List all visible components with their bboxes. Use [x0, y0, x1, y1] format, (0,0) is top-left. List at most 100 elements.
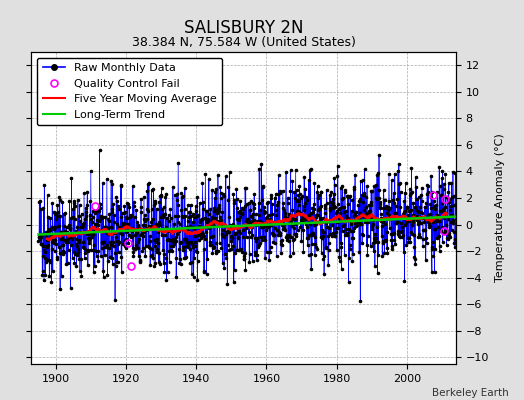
Point: [125, 204, 134, 210]
Point: [159, 246, 167, 253]
Point: [194, 230, 203, 236]
Point: [335, 215, 344, 221]
Point: [408, 231, 416, 237]
Point: [354, 219, 363, 226]
Point: [360, 206, 368, 213]
Point: [382, 203, 390, 210]
Point: [389, 214, 398, 220]
Point: [428, 268, 436, 275]
Point: [367, 243, 375, 250]
Point: [88, 234, 96, 240]
Point: [348, 228, 357, 235]
Point: [164, 236, 172, 242]
Point: [287, 223, 296, 229]
Point: [39, 247, 48, 253]
Point: [309, 230, 318, 236]
Point: [252, 221, 260, 228]
Point: [418, 185, 426, 192]
Point: [413, 217, 421, 224]
Point: [353, 219, 361, 226]
Point: [286, 216, 294, 222]
Point: [388, 177, 396, 184]
Point: [161, 194, 169, 200]
Point: [385, 171, 393, 177]
Point: [293, 227, 302, 234]
Point: [390, 237, 399, 243]
Point: [352, 209, 360, 216]
Point: [325, 240, 333, 246]
Point: [223, 242, 232, 248]
Point: [49, 268, 57, 274]
Point: [436, 182, 444, 189]
Point: [135, 252, 143, 259]
Point: [300, 174, 308, 180]
Point: [374, 170, 382, 176]
Point: [398, 215, 407, 221]
Point: [399, 248, 408, 255]
Point: [136, 232, 145, 238]
Point: [84, 231, 93, 237]
Point: [233, 196, 241, 202]
Point: [149, 254, 157, 261]
Point: [403, 204, 411, 211]
Point: [396, 180, 404, 186]
Point: [205, 225, 214, 232]
Point: [89, 208, 97, 214]
Point: [154, 229, 162, 236]
Point: [99, 227, 107, 233]
Point: [350, 213, 358, 219]
Point: [385, 212, 393, 218]
Point: [335, 205, 343, 212]
Point: [339, 223, 347, 230]
Point: [310, 222, 318, 228]
Point: [139, 233, 147, 239]
Point: [67, 284, 75, 291]
Point: [271, 225, 279, 232]
Point: [185, 214, 193, 220]
Point: [267, 195, 275, 202]
Point: [77, 224, 85, 230]
Point: [147, 186, 156, 193]
Point: [395, 181, 403, 187]
Point: [121, 221, 129, 228]
Point: [185, 209, 193, 215]
Point: [64, 234, 73, 240]
Point: [375, 152, 383, 158]
Point: [152, 236, 161, 242]
Point: [348, 196, 357, 203]
Point: [410, 243, 418, 250]
Point: [249, 200, 257, 207]
Point: [175, 246, 183, 252]
Point: [254, 242, 263, 249]
Point: [183, 202, 192, 208]
Point: [287, 234, 295, 240]
Point: [179, 193, 187, 199]
Point: [347, 235, 356, 241]
Point: [135, 236, 144, 242]
Point: [258, 222, 267, 229]
Point: [57, 228, 65, 235]
Point: [190, 255, 199, 261]
Point: [231, 230, 239, 236]
Point: [238, 205, 246, 211]
Point: [177, 239, 185, 245]
Point: [235, 208, 244, 214]
Point: [414, 208, 422, 214]
Point: [134, 223, 143, 230]
Point: [93, 217, 102, 223]
Point: [112, 233, 120, 240]
Point: [249, 216, 258, 223]
Point: [104, 245, 113, 252]
Point: [276, 187, 284, 194]
Point: [160, 251, 168, 258]
Point: [342, 212, 351, 219]
Point: [52, 241, 60, 247]
Point: [141, 222, 150, 228]
Point: [407, 165, 416, 172]
Point: [119, 220, 127, 226]
Point: [370, 238, 379, 244]
Point: [109, 238, 117, 245]
Point: [132, 242, 140, 248]
Point: [116, 225, 125, 232]
Point: [152, 221, 160, 228]
